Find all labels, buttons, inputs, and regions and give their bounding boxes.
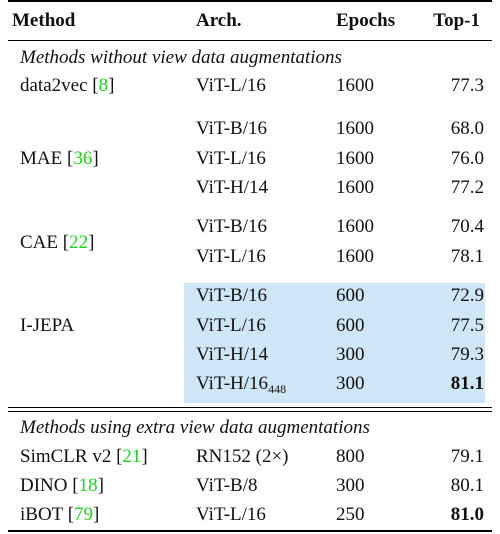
- epochs-cell: 600: [336, 315, 365, 336]
- citation-link[interactable]: 79: [74, 504, 94, 525]
- citation-link[interactable]: 36: [73, 148, 93, 169]
- section-rule-2: [8, 411, 492, 412]
- header-arch: Arch.: [196, 10, 242, 31]
- arch-cell: ViT-H/14: [196, 177, 269, 198]
- arch-cell: ViT-B/16: [196, 216, 267, 237]
- method-name: SimCLR v2 [21]: [20, 446, 148, 467]
- epochs-cell: 300: [336, 373, 365, 394]
- arch-cell: RN152 (2×): [196, 446, 289, 467]
- top1-cell-best: 81.1: [450, 373, 484, 394]
- header-top1: Top-1: [433, 10, 480, 31]
- arch-cell: ViT-B/16: [196, 118, 267, 139]
- section-rule: [8, 407, 492, 408]
- epochs-cell: 1600: [336, 216, 374, 237]
- top1-cell: 79.3: [450, 344, 484, 365]
- bottom-rule: [8, 530, 492, 532]
- top1-cell: 70.4: [450, 216, 484, 237]
- arch-cell: ViT-B/8: [196, 475, 258, 496]
- method-name: I-JEPA: [20, 315, 75, 336]
- epochs-cell: 1600: [336, 148, 374, 169]
- top1-cell: 72.9: [450, 285, 484, 306]
- arch-cell: ViT-H/14: [196, 344, 269, 365]
- ijepa-highlight: [184, 283, 485, 403]
- top1-cell: 68.0: [450, 118, 484, 139]
- top1-cell: 77.3: [450, 75, 484, 96]
- top1-cell: 78.1: [450, 246, 484, 267]
- top1-cell: 76.0: [450, 148, 484, 169]
- epochs-cell: 1600: [336, 118, 374, 139]
- section-title-extra-aug: Methods using extra view data augmentati…: [20, 417, 370, 438]
- method-name: MAE [36]: [20, 148, 99, 169]
- epochs-cell: 1600: [336, 246, 374, 267]
- top1-cell: 80.1: [450, 475, 484, 496]
- top1-cell: 77.2: [450, 177, 484, 198]
- epochs-cell: 300: [336, 475, 365, 496]
- arch-cell: ViT-L/16: [196, 315, 266, 336]
- method-name: data2vec [8]: [20, 75, 115, 96]
- arch-cell: ViT-B/16: [196, 285, 267, 306]
- epochs-cell: 1600: [336, 75, 374, 96]
- citation-link[interactable]: 21: [122, 446, 142, 467]
- arch-cell: ViT-L/16: [196, 246, 266, 267]
- arch-cell: ViT-H/16448: [196, 373, 287, 396]
- section-title-without-aug: Methods without view data augmentations: [20, 47, 342, 68]
- header-method: Method: [12, 10, 76, 31]
- method-name: CAE [22]: [20, 232, 95, 253]
- header-rule: [8, 40, 492, 41]
- citation-link[interactable]: 18: [78, 475, 98, 496]
- epochs-cell: 300: [336, 344, 365, 365]
- epochs-cell: 1600: [336, 177, 374, 198]
- arch-cell: ViT-L/16: [196, 75, 266, 96]
- header-epochs: Epochs: [336, 10, 396, 31]
- arch-cell: ViT-L/16: [196, 148, 266, 169]
- citation-link[interactable]: 22: [69, 232, 89, 253]
- epochs-cell: 250: [336, 504, 365, 525]
- epochs-cell: 800: [336, 446, 365, 467]
- top1-cell: 79.1: [450, 446, 484, 467]
- method-name: iBOT [79]: [20, 504, 100, 525]
- top1-cell-best: 81.0: [450, 504, 484, 525]
- method-name: DINO [18]: [20, 475, 104, 496]
- top-rule: [8, 0, 492, 2]
- arch-cell: ViT-L/16: [196, 504, 266, 525]
- top1-cell: 77.5: [450, 315, 484, 336]
- epochs-cell: 600: [336, 285, 365, 306]
- arch-subscript: 448: [268, 382, 287, 396]
- citation-link[interactable]: 8: [98, 75, 109, 96]
